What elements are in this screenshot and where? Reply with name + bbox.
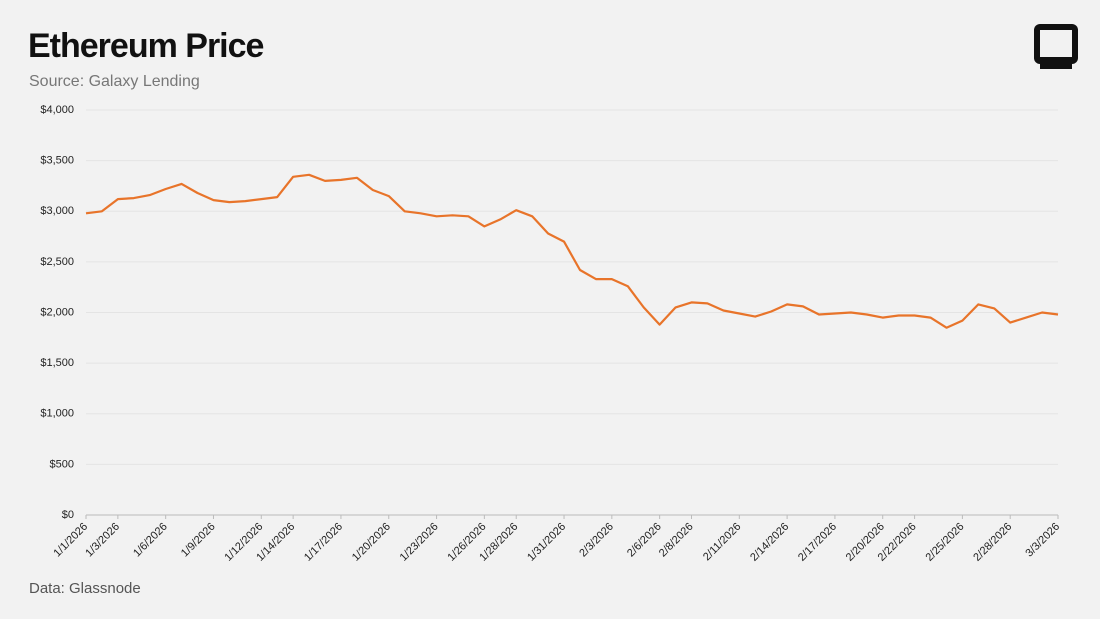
y-tick-label: $4,000 (40, 104, 74, 116)
y-tick-label: $3,000 (40, 205, 74, 217)
logo (1034, 24, 1078, 69)
y-tick-label: $1,000 (40, 408, 74, 420)
chart-title: Ethereum Price (28, 27, 264, 65)
y-tick-label: $1,500 (40, 357, 74, 369)
price-line (85, 173, 1059, 329)
chart-subtitle: Source: Galaxy Lending (29, 73, 200, 90)
y-tick-label: $3,500 (40, 155, 74, 167)
y-tick-label: $500 (50, 458, 74, 470)
y-tick-label: $2,500 (40, 256, 74, 268)
y-tick-label: $2,000 (40, 306, 74, 318)
y-tick-label: $0 (62, 509, 74, 521)
footnote: Data: Glassnode (29, 580, 141, 597)
